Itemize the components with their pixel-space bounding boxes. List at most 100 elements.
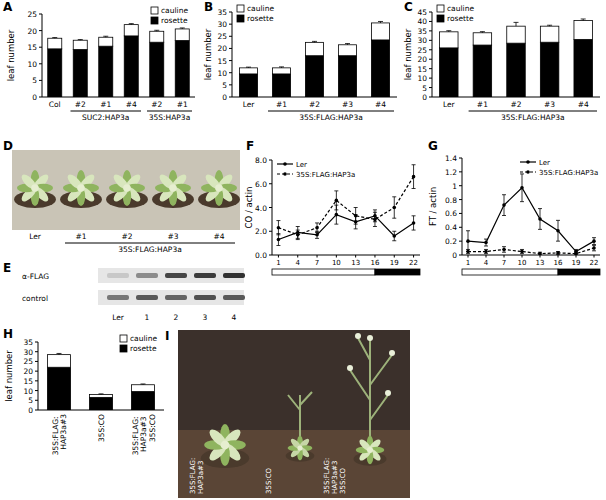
point: [412, 175, 416, 179]
x-tick: [336, 255, 337, 258]
blot-strip: [98, 268, 244, 283]
flower: [367, 335, 373, 341]
point: [520, 186, 524, 190]
error-cap: [354, 207, 358, 208]
y-tick: [229, 36, 232, 37]
point: [592, 246, 596, 250]
x-tick: [394, 255, 395, 258]
y-tick-label: 4.0: [255, 204, 267, 213]
row-label: α-FLAG: [22, 272, 49, 281]
bar-segment: [48, 49, 62, 97]
x-tick-label: 7: [315, 259, 319, 267]
flower: [389, 350, 395, 356]
error-cap: [446, 30, 451, 31]
error-bar: [373, 212, 377, 226]
group-label: 35S:FLAG:HAP3a: [501, 113, 565, 122]
photo-bg: [12, 150, 240, 230]
bar-segment: [175, 29, 189, 41]
y-tick-label: 0.6: [445, 209, 457, 218]
error-bar: [581, 19, 586, 21]
error-bar: [279, 66, 284, 68]
legend-label: rosette: [161, 16, 188, 25]
bar-segment: [574, 39, 592, 97]
point: [592, 239, 596, 243]
y-tick-label: 10: [417, 74, 427, 83]
error-cap: [484, 245, 488, 246]
y-tick: [35, 380, 38, 381]
point: [466, 250, 470, 254]
error-cap: [296, 239, 300, 240]
error-bar: [52, 37, 57, 39]
error-cap: [334, 190, 338, 191]
legend-swatch: [120, 335, 127, 342]
error-cap: [312, 41, 317, 42]
x-tick-label: 19: [390, 259, 399, 267]
x-tick-label: #1: [177, 100, 188, 109]
error-bar: [392, 197, 396, 218]
x-tick-label: #3: [342, 100, 353, 109]
error-bar: [276, 234, 280, 246]
error-bar: [334, 191, 338, 210]
error-cap: [412, 164, 416, 165]
y-tick: [459, 255, 462, 256]
error-bar: [556, 220, 560, 241]
y-tick: [459, 241, 462, 242]
error-cap: [538, 229, 542, 230]
error-bar: [412, 216, 416, 230]
y-tick: [459, 185, 462, 186]
leaf: [19, 172, 38, 191]
rosette-center: [297, 445, 302, 450]
point: [484, 241, 488, 245]
photo-label: #1: [75, 232, 86, 241]
y-tick-label: 25: [217, 32, 227, 41]
legend-label: 35S:FLAG:HAP3a: [539, 169, 598, 177]
band: [107, 295, 129, 300]
error-cap: [556, 220, 560, 221]
error-bar: [246, 67, 251, 69]
x-tick-label: 35S:FLAG: HAP3a#3 35S:CO: [131, 414, 157, 455]
y-tick-label: 0.8: [445, 196, 457, 205]
error-cap: [466, 230, 470, 231]
y-tick-label: 15: [217, 57, 227, 66]
bar-segment: [73, 50, 87, 97]
error-cap: [345, 43, 350, 44]
point: [538, 217, 542, 221]
point: [484, 250, 488, 254]
x-tick: [413, 255, 414, 258]
y-tick-label: 35: [417, 27, 427, 36]
legend-label: cauline: [130, 334, 157, 343]
legend-swatch: [237, 15, 244, 22]
error-bar: [315, 223, 319, 233]
y-tick: [39, 63, 42, 64]
error-cap: [354, 224, 358, 225]
figure: A0510152025leaf numberCol#2#1#4#2#1SUC2:…: [0, 0, 606, 500]
y-tick: [429, 78, 432, 79]
error-cap: [520, 173, 524, 174]
x-tick-label: #4: [375, 100, 386, 109]
error-bar: [592, 245, 596, 251]
error-cap: [412, 215, 416, 216]
band: [136, 295, 158, 300]
y-tick: [429, 97, 432, 98]
legend-label: rosette: [447, 14, 474, 23]
x-tick-label: 22: [409, 259, 418, 267]
error-cap: [581, 18, 586, 19]
y-tick: [35, 361, 38, 362]
error-bar: [129, 23, 134, 25]
y-tick: [459, 213, 462, 214]
y-tick: [459, 227, 462, 228]
error-bar: [547, 25, 552, 27]
x-tick: [594, 255, 595, 258]
y-tick: [429, 21, 432, 22]
y-axis: [432, 12, 433, 97]
x-tick: [374, 255, 375, 258]
legend-label: rosette: [247, 14, 274, 23]
x-tick-label: #4: [578, 100, 589, 109]
y-tick: [269, 183, 272, 184]
legend-label: cauline: [247, 4, 274, 13]
error-cap: [103, 36, 108, 37]
error-cap: [52, 37, 57, 38]
legend-marker: [526, 160, 530, 164]
bar-segment: [131, 392, 154, 410]
error-bar: [520, 174, 524, 202]
